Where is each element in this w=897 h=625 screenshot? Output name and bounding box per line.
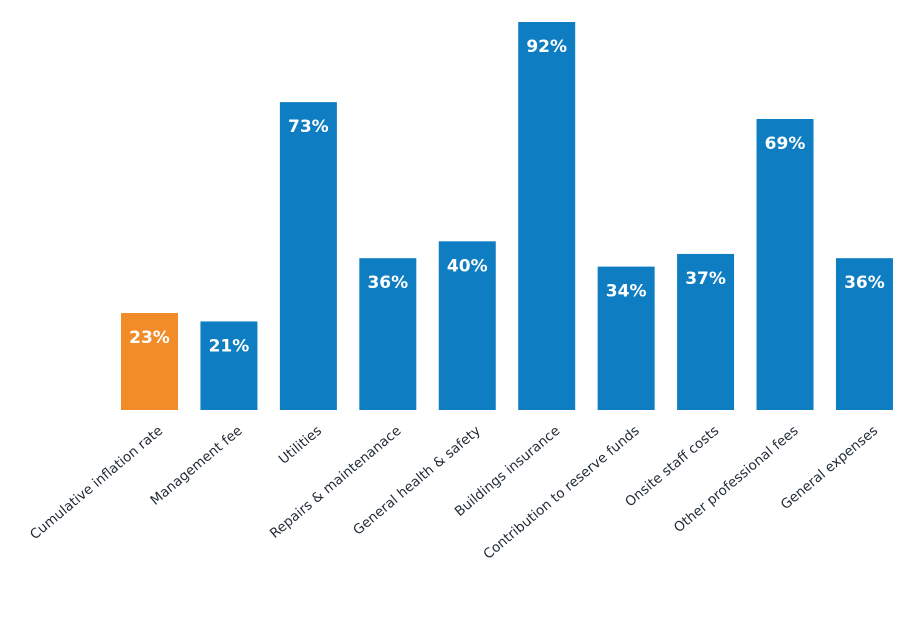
category-label-contribution-to-reserve-funds: Contribution to reserve funds: [480, 423, 642, 563]
value-label-cumulative-inflation-rate: 23%: [129, 328, 170, 348]
value-label-general-health-and-safety: 40%: [447, 256, 488, 276]
bar-buildings-insurance: [518, 22, 576, 410]
value-label-other-professional-fees: 69%: [765, 134, 806, 154]
bar-contribution-to-reserve-funds: [597, 266, 655, 410]
category-label-cumulative-inflation-rate: Cumulative inflation rate: [27, 423, 166, 543]
bar-management-fee: [200, 321, 258, 410]
value-label-onsite-staff-costs: 37%: [685, 269, 726, 289]
bar-repairs-and-maintenanace: [359, 258, 417, 410]
bar-utilities: [279, 102, 337, 410]
category-label-general-health-and-safety: General health & safety: [350, 423, 484, 539]
value-label-buildings-insurance: 92%: [526, 37, 567, 57]
bar-other-professional-fees: [756, 119, 814, 410]
value-label-repairs-and-maintenanace: 36%: [367, 273, 408, 293]
value-labels-group: 23% 21% 73% 36% 40% 92% 34% 37% 69% 36%: [129, 37, 885, 356]
value-label-utilities: 73%: [288, 117, 329, 137]
bar-general-expenses: [835, 258, 893, 410]
bar-general-health-and-safety: [438, 241, 496, 410]
category-label-repairs-and-maintenanace: Repairs & maintenanace: [267, 423, 405, 542]
bar-cumulative-inflation-rate: [121, 313, 178, 410]
value-label-general-expenses: 36%: [844, 273, 885, 293]
value-label-contribution-to-reserve-funds: 34%: [606, 282, 647, 302]
bar-onsite-staff-costs: [677, 253, 735, 410]
bars-group: [121, 22, 893, 410]
value-label-management-fee: 21%: [209, 336, 250, 356]
category-label-utilities: Utilities: [276, 423, 325, 468]
